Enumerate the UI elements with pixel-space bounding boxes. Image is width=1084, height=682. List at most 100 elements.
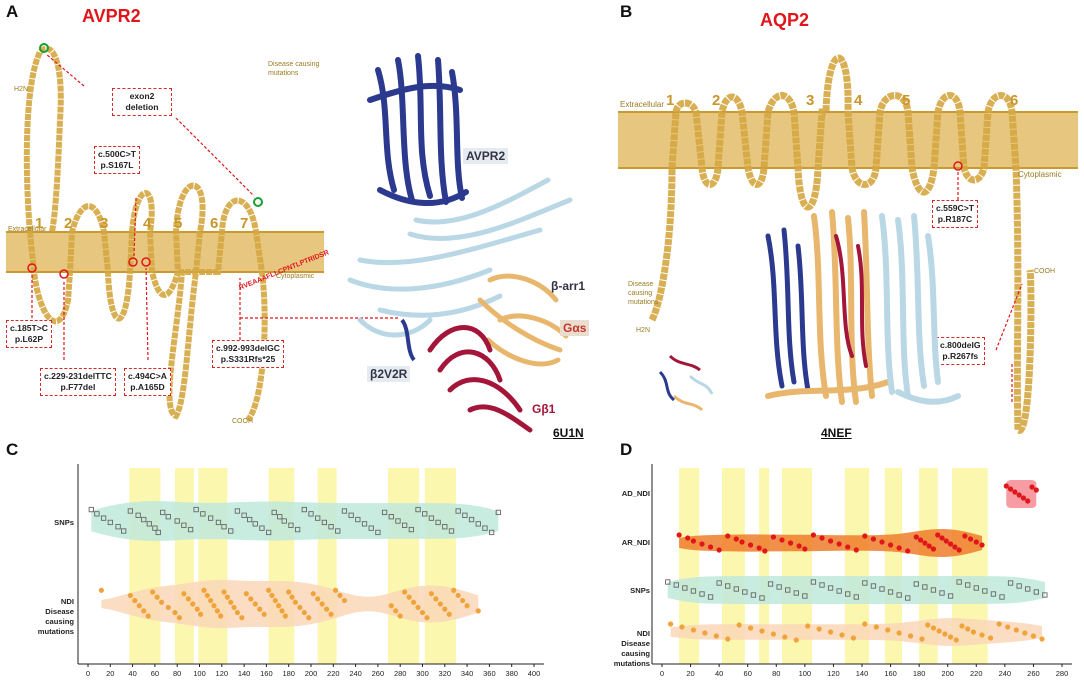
aqp2-tetramer-thumbnail xyxy=(658,354,714,412)
chart-d-highlight-band xyxy=(679,468,700,664)
chart-d-snp-point xyxy=(973,585,979,591)
chart-c-snp-point xyxy=(100,515,107,521)
chart-c-snp-point xyxy=(94,511,100,517)
chart-c-point xyxy=(341,597,348,604)
chart-d-point xyxy=(782,634,788,640)
annotation-c494: c.494C>A p.A165D xyxy=(124,368,171,396)
chart-d-point xyxy=(733,536,739,542)
chart-c-tick-label: 300 xyxy=(416,669,429,678)
chart-d-snp-point xyxy=(802,593,808,599)
chart-d-snp-point xyxy=(836,588,842,594)
chart-d-point xyxy=(796,543,802,549)
chart-c-point xyxy=(136,603,142,609)
chart-c-point xyxy=(248,596,254,602)
chart-d-point xyxy=(747,542,754,548)
panel-letter-a: A xyxy=(6,2,19,21)
chart-d: 0 20 40 60 80 100 120 140 160 180 200 220 240 260 280 xyxy=(651,464,1072,678)
chart-d-tick-label: 0 xyxy=(660,669,664,678)
chart-d-point xyxy=(810,532,817,538)
chart-d-point xyxy=(1029,484,1035,490)
chart-c-snp-point xyxy=(482,525,488,531)
avpr2-complex-structure xyxy=(347,53,573,433)
chart-c-point xyxy=(337,592,343,599)
chart-d-snp-point xyxy=(665,579,671,585)
chart-d-snp-point xyxy=(999,594,1005,600)
chart-d-point xyxy=(922,540,928,546)
chart-d-snp-point xyxy=(905,595,911,601)
chart-c-snp-point xyxy=(301,506,307,513)
chart-d-point xyxy=(896,630,902,636)
chart-c-snp-point xyxy=(428,515,435,521)
chart-d-snp-point xyxy=(682,585,688,591)
chart-d-point xyxy=(936,628,942,634)
chart-d-snp-point xyxy=(887,589,894,595)
chart-d-tick-label: 40 xyxy=(715,669,723,678)
aqp2-title: AQP2 xyxy=(760,10,810,30)
chart-c-tick-label: 60 xyxy=(151,669,159,678)
chart-c-snp-point xyxy=(415,506,421,513)
chart-c-point xyxy=(266,587,272,593)
chart-d-snp-point xyxy=(947,593,954,599)
chart-d-point xyxy=(716,547,722,553)
panel-letter-b: B xyxy=(620,2,633,21)
chart-c-point xyxy=(442,606,448,612)
chart-c-point xyxy=(141,608,147,614)
structure-label-avpr2: AVPR2 xyxy=(463,148,509,164)
aqp2-legend: Disease causing mutations xyxy=(628,281,659,306)
chart-d-point xyxy=(919,636,925,642)
chart-c-point xyxy=(228,599,234,605)
chart-d-snp-point xyxy=(699,591,705,597)
chart-d-point xyxy=(873,624,879,630)
avpr2-tm-number-2: 2 xyxy=(64,215,73,232)
chart-d-point xyxy=(819,535,825,541)
chart-d-point xyxy=(836,541,842,547)
chart-d-point xyxy=(970,629,977,635)
chart-d-snp-point xyxy=(742,589,748,595)
chart-d-point xyxy=(996,621,1002,627)
chart-c-point xyxy=(132,597,138,604)
chart-c-tick-label: 140 xyxy=(238,669,251,678)
chart-d-tick-label: 280 xyxy=(1056,669,1069,678)
chart-d-point xyxy=(925,622,931,628)
aqp2-extracellular-label: Extracellular xyxy=(620,100,665,109)
chart-d-point xyxy=(747,625,754,631)
chart-c-snp-point xyxy=(448,528,455,534)
chart-c-point xyxy=(190,601,196,607)
chart-c-point xyxy=(198,611,204,617)
annotation-c500: c.500C>T p.S167L xyxy=(94,146,140,174)
aqp2-cterm-label: COOH xyxy=(1034,268,1055,275)
chart-d-point xyxy=(759,628,765,634)
chart-c-point xyxy=(145,613,151,619)
aqp2-snake-plot xyxy=(618,54,1078,434)
chart-c-tick-label: 360 xyxy=(483,669,496,678)
chart-c-tick-label: 0 xyxy=(86,669,90,678)
chart-c-point xyxy=(475,608,481,614)
chart-d-point xyxy=(845,544,851,550)
chart-d-point xyxy=(805,623,811,629)
chart-d-point xyxy=(967,536,974,542)
chart-d-point xyxy=(787,540,794,546)
chart-c-point xyxy=(165,604,171,611)
avpr2-tm-number-3: 3 xyxy=(100,215,109,232)
chart-d-snp-point xyxy=(879,586,885,592)
chart-c-snp-point xyxy=(288,522,294,528)
chart-c-point xyxy=(208,597,214,604)
chart-d-point xyxy=(987,635,994,641)
chart-c-tick-label: 80 xyxy=(173,669,181,678)
chart-d-point xyxy=(762,548,768,554)
chart-d-point xyxy=(779,537,785,543)
chart-c-snp-point xyxy=(135,512,141,518)
chart-d-point xyxy=(913,534,919,540)
chart-d-point xyxy=(690,627,697,633)
chart-c-point xyxy=(176,615,183,621)
chart-d-category-ad: AD_NDI xyxy=(621,489,650,498)
chart-c-point xyxy=(214,608,220,614)
chart-d-tick-label: 140 xyxy=(856,669,869,678)
avpr2-extracellular-label: Extracellular xyxy=(8,226,47,233)
chart-c-point xyxy=(231,604,237,611)
chart-d-point xyxy=(770,534,777,540)
chart-d-point xyxy=(736,622,742,628)
chart-c-snp-point xyxy=(127,508,134,514)
chart-d-category-ar: AR_NDI xyxy=(621,538,650,547)
chart-c-snp-point xyxy=(165,514,171,520)
